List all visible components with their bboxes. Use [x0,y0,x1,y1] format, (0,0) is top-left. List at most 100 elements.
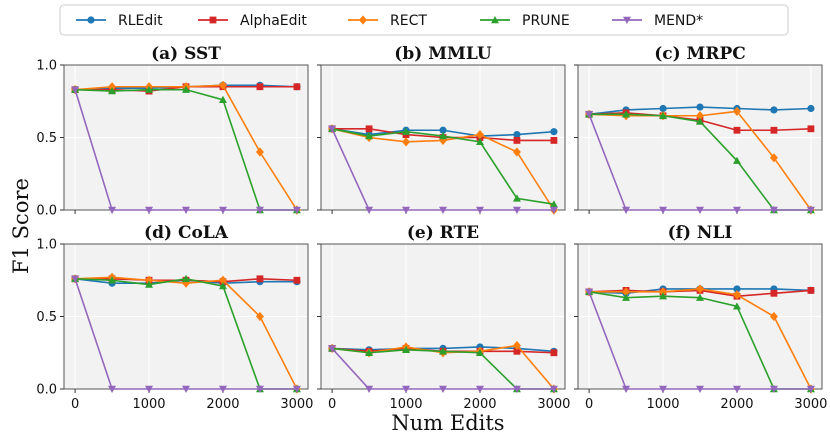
panel-title: (d) CoLA [144,223,229,243]
data-point-rect [659,287,668,297]
y-tick-label: 0.0 [36,204,57,219]
legend-marker-rect [359,15,367,25]
data-point-mend-star [622,385,631,393]
data-point-rledit [439,126,447,134]
x-tick-label: 0 [71,397,79,412]
data-point-mend-star [328,125,337,133]
data-point-alphaedit [293,276,301,284]
data-point-prune [732,156,741,164]
legend-entry-rect: RECT [348,13,427,29]
data-point-rledit [733,285,741,293]
data-point-rect [696,111,704,121]
data-point-mend-star [439,206,447,214]
y-axis-label: F1 Score [9,178,33,274]
x-tick-label: 1000 [646,397,679,412]
legend-frame [59,4,789,36]
data-point-rect [255,311,264,322]
legend-marker-rledit [87,16,95,24]
panel-b-mmlu: (b) MMLU [317,44,566,215]
data-point-mend-star [365,385,374,393]
data-point-prune [475,348,484,356]
data-point-rect [475,130,484,140]
data-point-prune [696,117,704,125]
data-point-alphaedit [513,137,521,144]
data-point-mend-star [512,206,521,214]
data-point-mend-star [255,385,264,393]
data-point-mend-star [145,385,154,393]
data-point-mend-star [182,206,190,214]
x-tick-label: 3000 [794,397,827,412]
data-point-prune [659,111,668,119]
panel-title: (e) RTE [407,223,479,243]
panel-d-cola: 0 1000 2000 3000 0.0 0.5 1.0 (d) CoLA [36,223,313,412]
data-point-alphaedit [293,83,301,91]
data-point-alphaedit [770,289,778,297]
data-point-prune [402,345,411,354]
data-point-rect [696,284,704,294]
data-point-rect [402,137,411,147]
legend: RLEdit AlphaEdit RECT PRUNE MEND* [59,4,789,36]
y-tick-label: 0.5 [36,131,57,146]
data-point-rect [108,82,117,92]
data-point-prune [182,85,190,93]
data-point-rect [769,153,778,163]
data-point-rect [769,311,778,322]
panel-title: (f) NLI [668,223,733,243]
data-point-rect [255,147,264,157]
data-point-prune [218,282,227,290]
data-point-rect [732,290,741,300]
data-point-rect [512,147,521,157]
data-point-mend-star [292,385,301,393]
data-point-alphaedit [770,126,778,134]
data-point-mend-star [475,206,484,214]
series-mend-star [585,111,815,214]
data-point-prune [696,293,704,301]
series-mend-star [71,86,301,214]
panel-title: (b) MMLU [394,44,492,64]
data-point-prune [659,292,668,300]
data-point-prune [402,127,411,135]
data-point-rledit [513,131,521,139]
x-tick-label: 3000 [280,397,313,412]
data-point-prune [145,280,154,288]
data-point-rect [512,340,521,351]
data-point-alphaedit [256,83,264,91]
panels: 0.0 0.5 1.0 (a) SST (b) MMLU (c) MRPC 0 1000 200… [36,44,827,412]
data-point-mend-star [218,385,227,393]
legend-entry-mend-star: MEND* [612,13,703,29]
data-point-mend-star [402,206,411,214]
data-point-mend-star [732,206,741,214]
data-point-mend-star [659,385,668,393]
y-tick-label: 0.5 [36,310,57,325]
legend-marker-mend-star [623,16,631,24]
legend-label-prune: PRUNE [522,13,570,29]
legend-label-rledit: RLEdit [118,13,163,29]
data-point-alphaedit [807,125,815,133]
data-point-rect [218,80,227,90]
x-axis-label: Num Edits [391,411,504,435]
data-point-rledit [807,104,815,113]
data-point-mend-star [659,206,668,214]
data-point-prune [475,137,484,146]
data-point-mend-star [108,385,117,393]
data-point-mend-star [549,206,558,214]
panel-e-rte: 0 1000 2000 3000 (e) RTE [317,223,570,412]
x-tick-label: 3000 [537,397,570,412]
data-point-mend-star [328,345,337,353]
data-point-mend-star [806,385,815,393]
x-tick-label: 1000 [389,397,422,412]
x-tick-label: 2000 [206,397,239,412]
data-point-alphaedit [733,126,741,134]
legend-marker-alphaedit [209,16,217,24]
data-point-alphaedit [365,125,373,133]
panel-c-mrpc: (c) MRPC [574,44,823,215]
panel-title: (c) MRPC [654,44,746,64]
legend-label-rect: RECT [390,13,427,29]
series-mend-star [328,345,558,393]
data-point-prune [439,132,447,140]
y-tick-label: 1.0 [36,238,57,253]
y-tick-label: 1.0 [36,59,57,74]
data-point-alphaedit [513,347,521,355]
legend-marker-prune [491,16,499,24]
data-point-mend-star [439,385,447,393]
